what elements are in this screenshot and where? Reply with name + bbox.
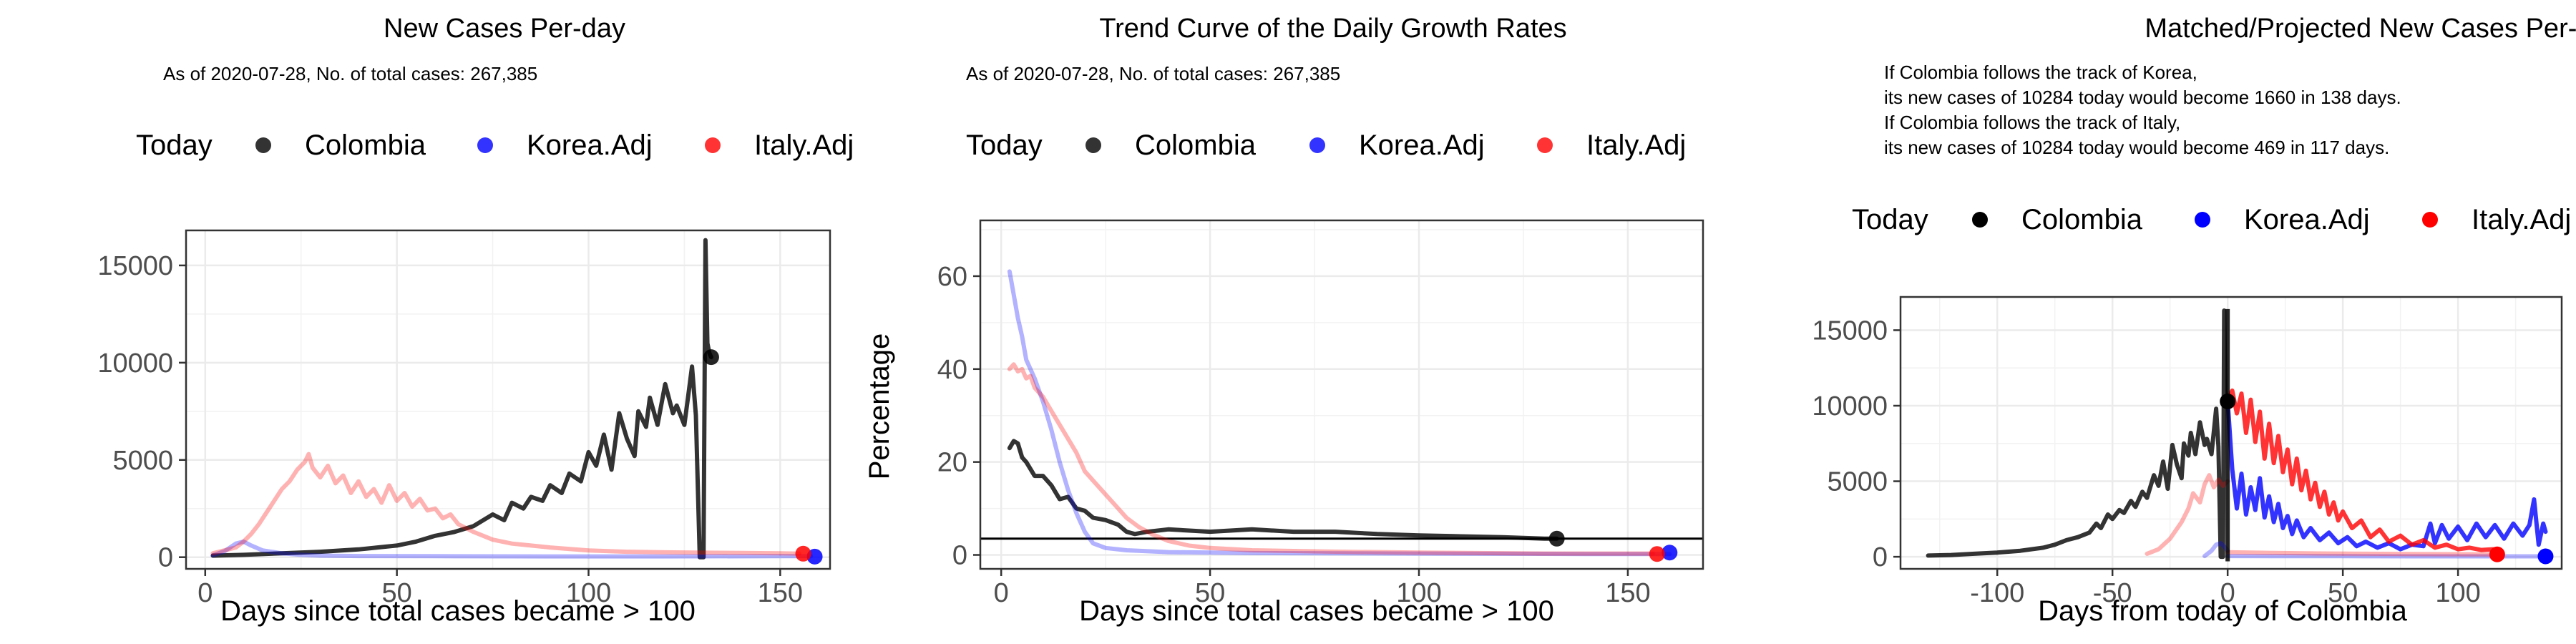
series-line-italy-adj: [2225, 388, 2499, 552]
legend-label-colombia: Colombia: [2021, 204, 2143, 235]
series-line-colombia: [1926, 308, 2230, 560]
legend-title: Today: [1852, 204, 1928, 235]
y-tick-label: 0: [158, 543, 173, 573]
panel-border: [185, 229, 831, 570]
today-point-korea-adj: [2537, 548, 2554, 565]
y-tick-label: 5000: [112, 446, 173, 476]
legend-marker-colombia: [1972, 212, 1988, 228]
panel-new-cases: New Cases Per-day As of 2020-07-28, No. …: [0, 0, 859, 644]
y-tick-label: 15000: [1812, 316, 1888, 346]
chart-growth-rates: Trend Curve of the Daily Growth Rates As…: [864, 14, 1704, 627]
y-tick-label: 0: [1873, 542, 1888, 572]
legend-marker-italy: [1537, 137, 1553, 153]
panel-border: [979, 219, 1704, 570]
plot-area: 0 50 100 150 0 5000 10000 15000: [97, 229, 831, 608]
legend-label-italy: Italy.Adj: [2472, 204, 2571, 235]
series-line-korea-adj: [2225, 399, 2548, 552]
legend-label-korea: Korea.Adj: [2244, 204, 2370, 235]
x-tick-label: 100: [1396, 578, 1441, 608]
legend-mask: [0, 165, 859, 215]
series-line-italy-adj: [210, 452, 802, 556]
today-point-korea-adj: [1662, 545, 1678, 561]
legend-label-korea: Korea.Adj: [527, 130, 653, 161]
x-tick-label: 100: [566, 578, 611, 608]
today-point-italy-adj: [2489, 546, 2505, 562]
x-tick-label: 150: [1605, 578, 1650, 608]
today-point-italy-adj: [795, 545, 811, 562]
x-tick-label: 100: [2435, 578, 2480, 608]
series-line-italy-adj-matched: [2145, 473, 2230, 556]
projection-notes: If Colombia follows the track of Korea, …: [1884, 62, 2401, 158]
plot-area: 0 50 100 150 0 20 40 60: [937, 219, 1704, 608]
panel-projected: Matched/Projected New Cases Per-day If C…: [1717, 0, 2576, 644]
y-tick-label: 40: [937, 355, 967, 385]
x-axis-label: Days since total cases became > 100: [1079, 595, 1554, 627]
y-tick-label: 10000: [97, 348, 173, 379]
x-tick-label: -100: [1970, 578, 2024, 608]
chart-projected: Matched/Projected New Cases Per-day If C…: [1812, 14, 2576, 627]
chart-subtitle: As of 2020-07-28, No. of total cases: 26…: [163, 63, 537, 84]
series-line-korea-adj: [210, 539, 814, 559]
x-tick-label: 50: [1195, 578, 1225, 608]
chart-new-cases: New Cases Per-day As of 2020-07-28, No. …: [0, 14, 859, 627]
today-point-colombia: [2220, 394, 2236, 410]
panel-growth-rates: Trend Curve of the Daily Growth Rates As…: [859, 0, 1717, 644]
y-axis-label: Percentage: [864, 333, 895, 480]
series-line-colombia: [210, 238, 713, 560]
x-tick-label: 150: [758, 578, 803, 608]
x-tick-label: 50: [2328, 578, 2358, 608]
chart-title: Trend Curve of the Daily Growth Rates: [1099, 14, 1566, 44]
y-tick-label: 10000: [1812, 391, 1888, 421]
y-tick-label: 20: [937, 448, 967, 478]
chart-title: New Cases Per-day: [384, 14, 625, 44]
legend-title: Today: [136, 130, 213, 161]
y-tick-label: 60: [937, 262, 967, 292]
x-tick-label: 50: [382, 578, 412, 608]
y-tick-label: 15000: [97, 251, 173, 281]
legend: Today Colombia Korea.Adj Italy.Adj: [966, 130, 1686, 161]
x-axis-label: Days from today of Colombia: [2038, 595, 2408, 627]
legend-marker-korea: [2195, 212, 2210, 228]
today-point-colombia: [703, 349, 719, 366]
legend-marker-colombia: [1085, 137, 1101, 153]
x-tick-label: 0: [197, 578, 213, 608]
legend-marker-italy: [2422, 212, 2438, 228]
legend-label-colombia: Colombia: [1135, 130, 1257, 161]
plot-area: -100 -50 0 50 100 0 5000 10000 15000: [1812, 296, 2563, 608]
projection-note: If Colombia follows the track of Italy,: [1884, 112, 2180, 133]
x-tick-label: -50: [2093, 578, 2132, 608]
series-line-italy-adj-flat: [2225, 550, 2499, 557]
today-point-italy-adj: [1649, 546, 1665, 562]
legend-title: Today: [966, 130, 1043, 161]
legend-label-colombia: Colombia: [305, 130, 426, 161]
series-line-colombia: [1007, 439, 1559, 541]
x-tick-label: 0: [2220, 578, 2235, 608]
legend: Today Colombia Korea.Adj Italy.Adj: [1852, 204, 2571, 235]
series-line-italy-adj: [1007, 362, 1655, 556]
legend-label-italy: Italy.Adj: [1586, 130, 1686, 161]
projection-note: its new cases of 10284 today would becom…: [1884, 87, 2401, 108]
projection-note: If Colombia follows the track of Korea,: [1884, 62, 2197, 83]
projection-note: its new cases of 10284 today would becom…: [1884, 137, 2389, 158]
x-tick-label: 0: [994, 578, 1009, 608]
panel-border: [1899, 296, 2563, 570]
legend-marker-korea: [1309, 137, 1325, 153]
legend-label-korea: Korea.Adj: [1359, 130, 1485, 161]
series-line-korea-adj: [1007, 269, 1672, 557]
legend-marker-korea: [477, 137, 493, 153]
legend-marker-italy: [705, 137, 721, 153]
legend-marker-colombia: [255, 137, 271, 153]
legend-label-italy: Italy.Adj: [754, 130, 854, 161]
legend: Today Colombia Korea.Adj Italy.Adj: [136, 130, 854, 161]
y-tick-label: 5000: [1827, 467, 1888, 497]
x-axis-label: Days since total cases became > 100: [220, 595, 696, 627]
chart-title: Matched/Projected New Cases Per-day: [2145, 14, 2576, 44]
chart-subtitle: As of 2020-07-28, No. of total cases: 26…: [966, 63, 1340, 84]
today-point-colombia: [1548, 530, 1565, 547]
y-tick-label: 0: [952, 541, 967, 571]
